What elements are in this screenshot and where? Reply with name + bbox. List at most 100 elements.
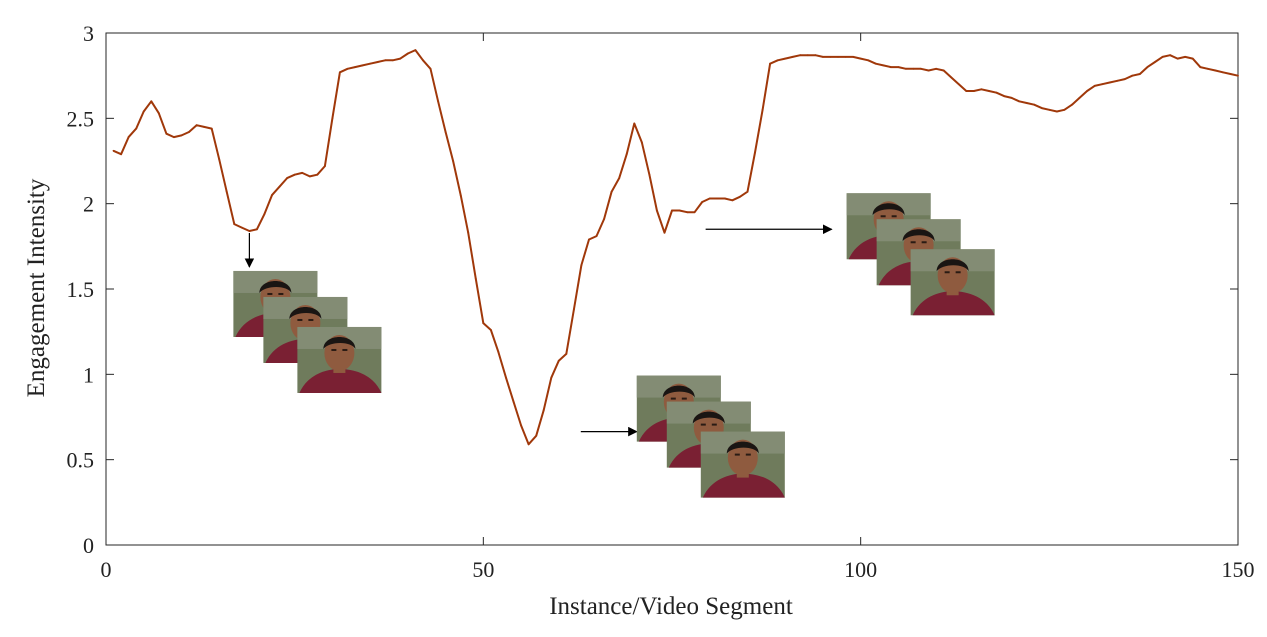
data-point <box>1025 102 1028 104</box>
data-point <box>369 62 371 65</box>
data-point <box>708 197 711 200</box>
data-point <box>950 76 953 79</box>
data-point <box>852 56 854 58</box>
data-point <box>414 49 417 51</box>
data-point <box>671 209 673 212</box>
data-point <box>1154 61 1156 63</box>
data-point <box>844 56 847 58</box>
data-point <box>912 67 915 70</box>
data-point <box>1237 74 1239 77</box>
data-point <box>459 194 462 197</box>
data-point <box>1184 56 1187 58</box>
data-point <box>188 131 190 133</box>
data-point <box>648 173 651 176</box>
data-point <box>1191 57 1194 60</box>
data-point <box>935 67 937 70</box>
data-point <box>550 376 553 379</box>
data-point <box>610 190 613 193</box>
data-point <box>580 264 583 266</box>
data-point <box>490 329 492 331</box>
data-point <box>180 134 183 137</box>
data-point <box>965 90 968 92</box>
data-point <box>784 57 787 60</box>
data-point <box>565 353 568 355</box>
axis-ticks: 0 50 100 150 0 0.5 1 1.5 2 2.5 3 <box>67 21 1255 582</box>
data-point <box>339 71 341 74</box>
data-point <box>467 231 470 234</box>
y-tick-label: 2 <box>83 192 94 217</box>
data-point <box>1003 95 1005 97</box>
data-point <box>686 211 688 214</box>
data-point <box>1116 79 1119 82</box>
data-point <box>701 201 704 203</box>
data-point <box>1169 54 1171 57</box>
face-frames-at-global-minimum <box>636 375 785 498</box>
data-point <box>248 230 251 232</box>
data-point <box>557 359 560 362</box>
data-point <box>746 190 749 193</box>
data-point <box>240 226 243 229</box>
y-tick-label: 0.5 <box>67 448 95 473</box>
data-point <box>1093 85 1096 87</box>
data-point <box>693 211 696 214</box>
data-point <box>1206 67 1209 70</box>
data-point <box>980 88 983 91</box>
data-point <box>263 213 266 215</box>
data-point <box>678 209 681 212</box>
plot-area: 0 50 100 150 0 0.5 1 1.5 2 2.5 3 <box>67 21 1255 582</box>
data-point <box>512 400 515 403</box>
data-point <box>618 177 621 180</box>
data-point <box>527 443 530 446</box>
data-point <box>278 185 281 188</box>
data-point <box>1078 97 1081 99</box>
data-point <box>135 127 138 130</box>
data-point <box>233 223 236 226</box>
data-point <box>859 57 862 60</box>
data-point <box>376 61 379 63</box>
data-point <box>474 277 477 280</box>
data-point <box>505 376 507 379</box>
data-point <box>1056 110 1058 113</box>
data-point <box>1063 108 1066 111</box>
data-point <box>384 59 387 62</box>
data-point <box>520 424 522 427</box>
annotation-layer <box>233 193 995 498</box>
data-point <box>588 238 590 241</box>
data-point <box>422 59 424 62</box>
face-frames-at-local-minimum <box>233 270 382 393</box>
data-point <box>1101 83 1104 86</box>
data-point <box>308 175 311 178</box>
data-point <box>806 54 809 57</box>
data-point <box>942 69 945 72</box>
data-point <box>316 173 319 176</box>
data-point <box>633 122 636 125</box>
x-tick-label: 150 <box>1222 557 1255 582</box>
y-tick-label: 1 <box>83 362 94 387</box>
data-point <box>346 67 349 70</box>
data-point <box>444 131 447 133</box>
data-point <box>120 153 122 156</box>
data-point <box>625 153 628 156</box>
data-point <box>542 409 545 412</box>
data-point <box>271 194 273 197</box>
data-point <box>142 110 145 113</box>
data-point <box>361 64 364 67</box>
data-point <box>663 231 666 234</box>
data-point <box>1199 66 1202 68</box>
face-thumbnail-3 <box>700 431 785 498</box>
data-point <box>957 83 960 86</box>
data-point <box>1161 56 1164 58</box>
data-point <box>324 165 326 168</box>
data-point <box>640 141 643 144</box>
data-point <box>225 190 228 193</box>
data-point <box>1071 103 1073 106</box>
data-point <box>150 100 153 103</box>
x-tick-label: 0 <box>101 557 112 582</box>
data-point <box>331 117 334 120</box>
data-point <box>127 136 130 139</box>
data-point <box>776 59 779 62</box>
data-point <box>497 351 500 353</box>
data-point <box>814 54 817 57</box>
x-axis-label: Instance/Video Segment <box>549 593 793 620</box>
